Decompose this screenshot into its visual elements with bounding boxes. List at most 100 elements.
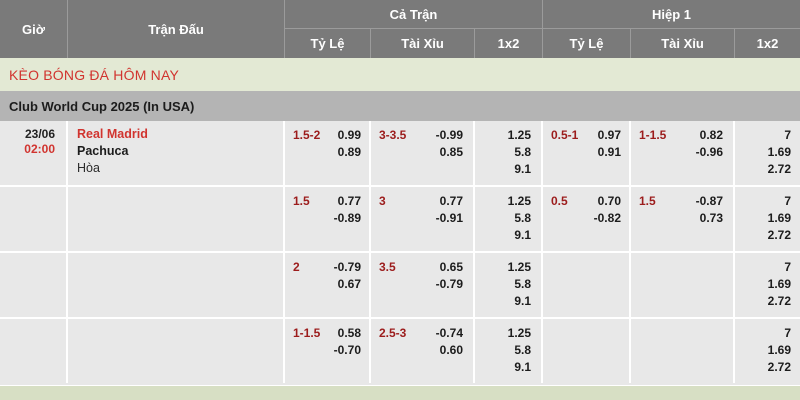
odds-h1-ty-le-1: 0.70 xyxy=(597,194,621,208)
cell-tai-xiu-ft[interactable]: 3-3.5 -0.99 0.85 xyxy=(371,121,475,185)
odds-h1-1x2-x: 1.69 xyxy=(767,145,791,159)
cell-tai-xiu-ft[interactable]: 2.5-3 -0.74 0.60 xyxy=(371,319,475,383)
header-sub-ty-le-ft: Tỷ Lệ xyxy=(285,29,371,58)
odds-ft-1x2-2: 9.1 xyxy=(514,162,531,176)
odds-ft-tai-xiu-1: 0.77 xyxy=(439,194,463,208)
odds-ft-1x2-1: 1.25 xyxy=(507,326,531,340)
cell-tran-dau[interactable] xyxy=(68,319,285,383)
odds-ft-ty-le-2: -0.70 xyxy=(333,343,361,357)
odds-h1-tai-xiu-1: -0.87 xyxy=(695,194,723,208)
cell-1x2-ft[interactable]: 1.25 5.8 9.1 xyxy=(475,187,543,251)
cell-tai-xiu-h1[interactable]: 1.5 -0.87 0.73 xyxy=(631,187,735,251)
cell-gio xyxy=(0,319,68,383)
handicap-h1-ty-le: 0.5 xyxy=(551,194,568,208)
odds-h1-1x2-2: 2.72 xyxy=(767,162,791,176)
bottom-strip xyxy=(0,386,800,400)
odds-h1-1x2-2: 2.72 xyxy=(767,294,791,308)
cell-tai-xiu-h1[interactable]: 1-1.5 0.82 -0.96 xyxy=(631,121,735,185)
odds-ft-tai-xiu-2: -0.91 xyxy=(435,211,463,225)
cell-ty-le-h1[interactable]: 0.5 0.70 -0.82 xyxy=(543,187,631,251)
header-sub-tai-xiu-h1: Tài Xỉu xyxy=(631,29,735,58)
cell-ty-le-ft[interactable]: 2 -0.79 0.67 xyxy=(285,253,371,317)
odds-ft-1x2-x: 5.8 xyxy=(514,145,531,159)
table-row[interactable]: 1.5 0.77 -0.89 3 0.77 -0.91 1.25 5.8 9.1 0… xyxy=(0,187,800,253)
cell-ty-le-ft[interactable]: 1.5 0.77 -0.89 xyxy=(285,187,371,251)
match-date: 23/06 xyxy=(24,127,55,141)
odds-ft-tai-xiu-1: -0.99 xyxy=(435,128,463,142)
cell-tai-xiu-h1[interactable] xyxy=(631,319,735,383)
odds-h1-1x2-1: 7 xyxy=(784,260,791,274)
cell-tran-dau[interactable] xyxy=(68,187,285,251)
header-sub-1x2-ft: 1x2 xyxy=(475,29,543,58)
odds-ft-1x2-2: 9.1 xyxy=(514,294,531,308)
page-title: KÈO BÓNG ĐÁ HÔM NAY xyxy=(9,66,180,83)
cell-1x2-ft[interactable]: 1.25 5.8 9.1 xyxy=(475,121,543,185)
odds-ft-ty-le-1: 0.58 xyxy=(337,326,361,340)
odds-ft-tai-xiu-1: -0.74 xyxy=(435,326,463,340)
odds-ft-ty-le-1: 0.99 xyxy=(337,128,361,142)
cell-1x2-h1[interactable]: 7 1.69 2.72 xyxy=(735,253,800,317)
cell-gio xyxy=(0,253,68,317)
header-col-tran-dau: Trận Đấu xyxy=(68,0,285,58)
odds-h1-1x2-2: 2.72 xyxy=(767,228,791,242)
cell-tai-xiu-ft[interactable]: 3.5 0.65 -0.79 xyxy=(371,253,475,317)
header-sub-tai-xiu-ft: Tài Xỉu xyxy=(371,29,475,58)
cell-1x2-h1[interactable]: 7 1.69 2.72 xyxy=(735,319,800,383)
odds-ft-tai-xiu-2: 0.85 xyxy=(439,145,463,159)
handicap-ft-ty-le: 2 xyxy=(293,260,300,274)
odds-h1-tai-xiu-2: -0.96 xyxy=(695,145,723,159)
cell-ty-le-h1[interactable]: 0.5-1 0.97 0.91 xyxy=(543,121,631,185)
odds-ft-ty-le-1: 0.77 xyxy=(337,194,361,208)
odds-h1-1x2-1: 7 xyxy=(784,326,791,340)
odds-ft-1x2-x: 5.8 xyxy=(514,211,531,225)
page-banner: KÈO BÓNG ĐÁ HÔM NAY xyxy=(0,58,800,91)
handicap-ft-ty-le: 1.5 xyxy=(293,194,310,208)
table-header: Giờ Trận Đấu Cả Trận Tỷ Lệ Tài Xỉu 1x2 H… xyxy=(0,0,800,58)
odds-ft-1x2-2: 9.1 xyxy=(514,228,531,242)
cell-tran-dau[interactable]: Real Madrid Pachuca Hòa xyxy=(68,121,285,185)
league-header-row[interactable]: Club World Cup 2025 (In USA) xyxy=(0,91,800,121)
team-home: Real Madrid xyxy=(77,127,148,141)
table-row[interactable]: 1-1.5 0.58 -0.70 2.5-3 -0.74 0.60 1.25 5.8… xyxy=(0,319,800,385)
cell-tai-xiu-h1[interactable] xyxy=(631,253,735,317)
cell-1x2-ft[interactable]: 1.25 5.8 9.1 xyxy=(475,253,543,317)
odds-h1-1x2-x: 1.69 xyxy=(767,343,791,357)
odds-ft-ty-le-2: -0.89 xyxy=(333,211,361,225)
header-group-ca-tran: Cả Trận Tỷ Lệ Tài Xỉu 1x2 xyxy=(285,0,543,58)
odds-ft-tai-xiu-2: 0.60 xyxy=(439,343,463,357)
cell-1x2-h1[interactable]: 7 1.69 2.72 xyxy=(735,187,800,251)
league-name: Club World Cup 2025 (In USA) xyxy=(9,98,195,114)
cell-tai-xiu-ft[interactable]: 3 0.77 -0.91 xyxy=(371,187,475,251)
team-away: Pachuca xyxy=(77,144,129,158)
cell-tran-dau[interactable] xyxy=(68,253,285,317)
odds-ft-1x2-2: 9.1 xyxy=(514,360,531,374)
header-sub-ty-le-h1: Tỷ Lệ xyxy=(543,29,631,58)
odds-h1-1x2-1: 7 xyxy=(784,128,791,142)
handicap-ft-tai-xiu: 3-3.5 xyxy=(379,128,407,142)
cell-ty-le-ft[interactable]: 1-1.5 0.58 -0.70 xyxy=(285,319,371,383)
header-group-ca-tran-title: Cả Trận xyxy=(285,0,543,29)
handicap-ft-tai-xiu: 2.5-3 xyxy=(379,326,407,340)
cell-ty-le-h1[interactable] xyxy=(543,253,631,317)
odds-h1-tai-xiu-2: 0.73 xyxy=(699,211,723,225)
table-row[interactable]: 2 -0.79 0.67 3.5 0.65 -0.79 1.25 5.8 9.1 7… xyxy=(0,253,800,319)
handicap-h1-tai-xiu: 1-1.5 xyxy=(639,128,667,142)
cell-1x2-h1[interactable]: 7 1.69 2.72 xyxy=(735,121,800,185)
odds-ft-1x2-x: 5.8 xyxy=(514,343,531,357)
header-group-hiep-1-title: Hiệp 1 xyxy=(543,0,800,29)
match-time: 02:00 xyxy=(24,142,55,156)
header-group-hiep-1: Hiệp 1 Tỷ Lệ Tài Xỉu 1x2 xyxy=(543,0,800,58)
odds-h1-1x2-1: 7 xyxy=(784,194,791,208)
cell-ty-le-h1[interactable] xyxy=(543,319,631,383)
table-row[interactable]: 23/06 02:00 Real Madrid Pachuca Hòa 1.5-… xyxy=(0,121,800,187)
cell-gio xyxy=(0,187,68,251)
handicap-ft-ty-le: 1.5-2 xyxy=(293,128,321,142)
cell-ty-le-ft[interactable]: 1.5-2 0.99 0.89 xyxy=(285,121,371,185)
odds-ft-ty-le-1: -0.79 xyxy=(333,260,361,274)
odds-h1-1x2-2: 2.72 xyxy=(767,360,791,374)
cell-1x2-ft[interactable]: 1.25 5.8 9.1 xyxy=(475,319,543,383)
header-col-gio: Giờ xyxy=(0,0,68,58)
handicap-ft-tai-xiu: 3.5 xyxy=(379,260,396,274)
odds-h1-ty-le-1: 0.97 xyxy=(597,128,621,142)
